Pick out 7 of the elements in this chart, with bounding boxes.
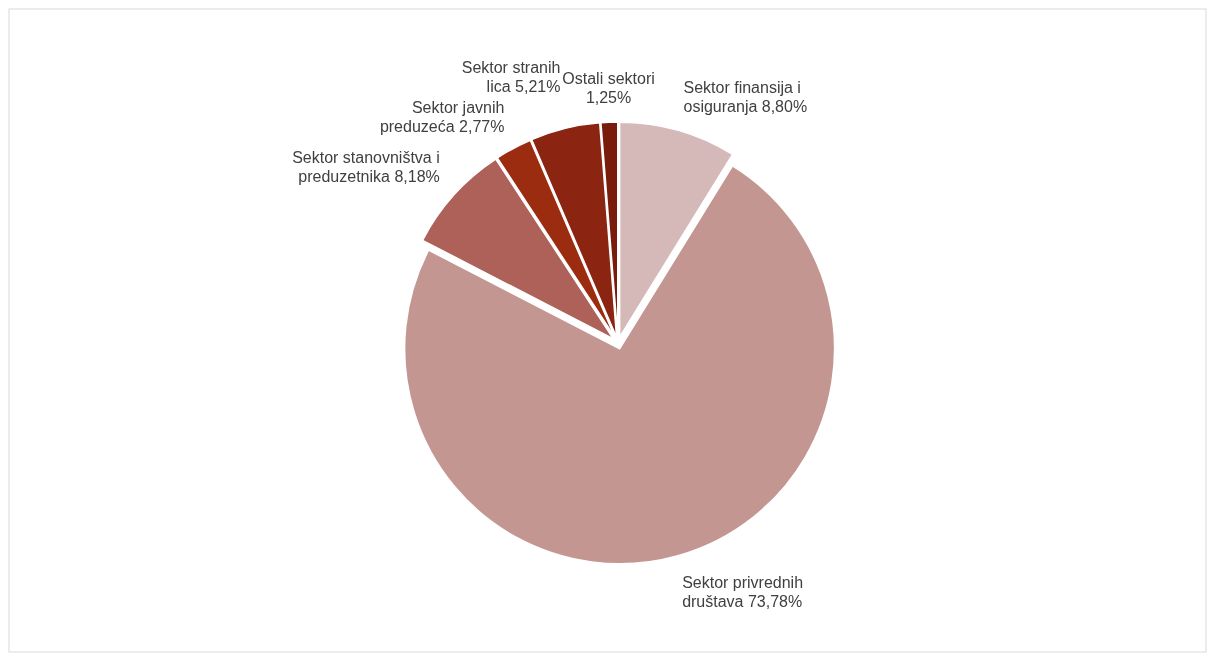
slice-label: Sektor stranih lica 5,21% bbox=[461, 58, 561, 95]
slice-label: Sektor privrednih društava 73,78% bbox=[682, 574, 804, 611]
slice-label: Sektor finansija i osiguranja 8,80% bbox=[683, 79, 808, 116]
slice-label: Sektor stanovništva i preduzetnika 8,18% bbox=[292, 149, 440, 186]
slice-label: Ostali sektori bbox=[562, 70, 655, 88]
data-label: 1,25% bbox=[585, 89, 632, 107]
slice-label: Sektor javnih preduzeća 2,77% bbox=[379, 98, 505, 135]
